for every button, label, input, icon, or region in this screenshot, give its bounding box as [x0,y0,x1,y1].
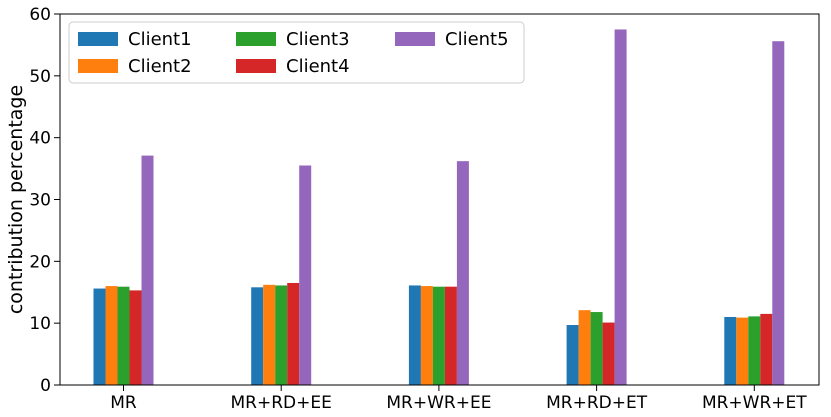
legend-swatch-client4 [236,59,276,73]
bar-client3-mr [117,286,130,385]
bar-client2-mr-wr-ee [420,286,433,385]
y-tick-label: 30 [29,191,51,211]
x-tick-label: MR+WR+EE [386,393,491,413]
bar-client4-mr-rd-ee [287,282,300,385]
bar-client5-mr-wr-ee [456,161,469,385]
bar-client3-mr-rd-ee [275,285,288,385]
x-tick-label: MR+WR+ET [702,393,807,413]
bar-client1-mr-rd-et [566,325,579,385]
bar-client2-mr-wr-et [736,317,749,385]
bar-client5-mr-rd-et [614,29,627,386]
bar-client4-mr-wr-ee [444,286,457,385]
legend-label-client5: Client5 [445,29,509,50]
bar-client3-mr-wr-et [748,316,761,385]
bar-client3-mr-wr-ee [432,286,445,385]
bar-client3-mr-rd-et [590,312,603,385]
bar-client2-mr [105,286,118,385]
legend-label-client3: Client3 [286,29,350,50]
y-tick-label: 0 [40,376,51,396]
bar-client2-mr-rd-et [578,310,591,385]
bar-client1-mr [93,288,106,385]
bar-client5-mr-rd-ee [299,165,312,385]
bar-client1-mr-rd-ee [251,287,264,385]
bars-layer [93,29,785,386]
bar-client5-mr [141,155,154,385]
x-axis: MR MR+RD+EE MR+WR+EE MR+RD+ET MR+WR+ET [110,385,807,413]
y-axis: 0 10 20 30 40 50 60 [29,5,60,396]
legend: Client1 Client2 Client3 Client4 Client5 [68,21,525,84]
legend-label-client2: Client2 [128,56,192,77]
legend-label-client4: Client4 [286,56,350,77]
x-tick-label: MR+RD+ET [546,393,648,413]
bar-client4-mr-wr-et [760,313,773,385]
legend-swatch-client5 [395,32,435,46]
bar-client4-mr-rd-et [602,322,615,385]
y-tick-label: 10 [29,314,51,334]
bar-client2-mr-rd-ee [263,284,276,385]
y-tick-label: 20 [29,252,51,272]
legend-swatch-client3 [236,32,276,46]
x-tick-label: MR [110,393,137,413]
y-tick-label: 60 [29,5,51,25]
y-tick-label: 40 [29,129,51,149]
bar-client5-mr-wr-et [772,41,785,386]
y-axis-title: contribution percentage [5,85,27,314]
legend-swatch-client1 [78,32,118,46]
bar-client1-mr-wr-et [724,316,737,385]
legend-label-client1: Client1 [128,29,192,50]
y-tick-label: 50 [29,67,51,87]
bar-client4-mr [129,290,142,385]
bar-client1-mr-wr-ee [408,285,421,385]
legend-swatch-client2 [78,59,118,73]
x-tick-label: MR+RD+EE [231,393,332,413]
